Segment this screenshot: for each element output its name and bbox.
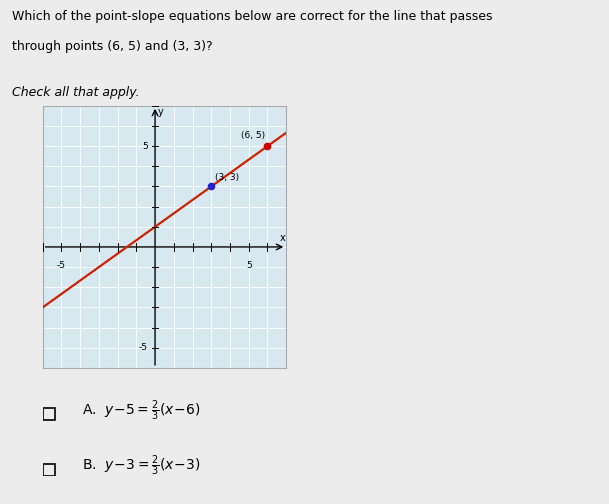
Text: A.  $y\!-\!5 = \frac{2}{3}(x\!-\!6)$: A. $y\!-\!5 = \frac{2}{3}(x\!-\!6)$ <box>82 399 200 423</box>
Text: (3, 3): (3, 3) <box>215 173 239 182</box>
Text: Check all that apply.: Check all that apply. <box>12 86 140 99</box>
Text: 5: 5 <box>142 142 147 151</box>
Text: (6, 5): (6, 5) <box>242 131 266 140</box>
Text: B.  $y\!-\!3 = \frac{2}{3}(x\!-\!3)$: B. $y\!-\!3 = \frac{2}{3}(x\!-\!3)$ <box>82 454 200 478</box>
Text: -5: -5 <box>139 343 147 352</box>
Text: Which of the point-slope equations below are correct for the line that passes: Which of the point-slope equations below… <box>12 10 493 23</box>
Text: through points (6, 5) and (3, 3)?: through points (6, 5) and (3, 3)? <box>12 40 213 53</box>
Text: x: x <box>280 233 286 243</box>
Text: 5: 5 <box>246 261 252 270</box>
Text: y: y <box>158 107 164 117</box>
Text: -5: -5 <box>57 261 66 270</box>
